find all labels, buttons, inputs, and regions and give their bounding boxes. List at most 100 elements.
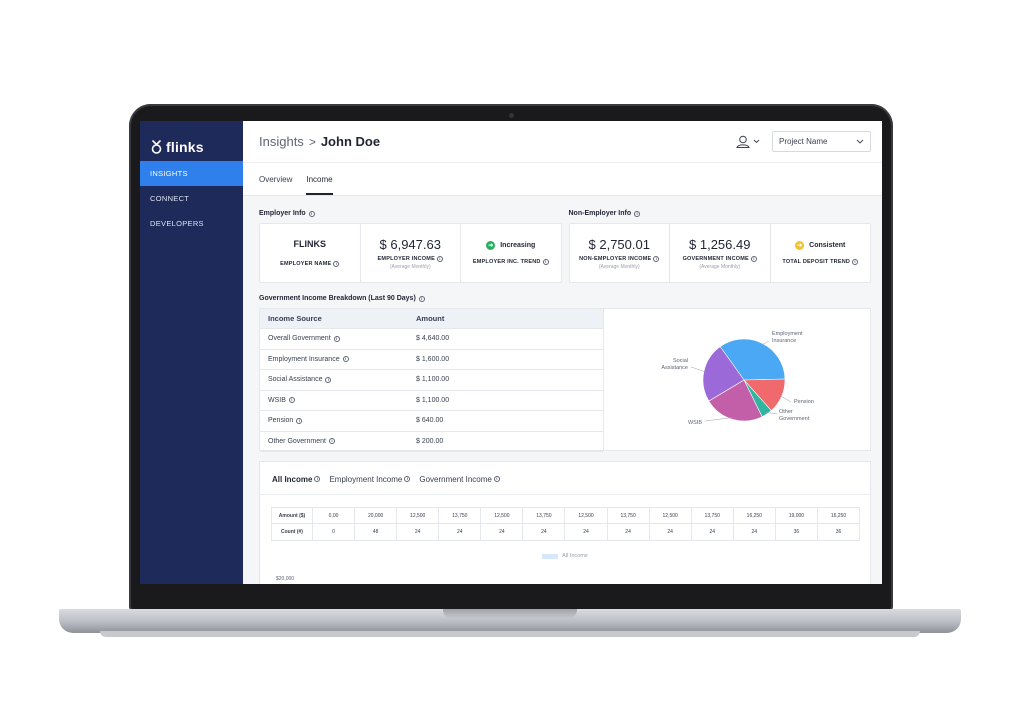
amount-row: Amount ($) 0,00 20,000 12,500 13,750 12,500 1… — [272, 508, 859, 524]
employer-trend-label: EMPLOYER INC. TREND i — [473, 259, 549, 265]
income-source-cell: Other Government i — [260, 438, 416, 445]
pie-slice[interactable] — [719, 338, 786, 381]
header-income-source[interactable]: Income Source — [268, 314, 322, 323]
pie-leader-line — [761, 340, 770, 346]
table-row: WSIB i $ 1,100.00 — [260, 391, 603, 411]
count-cell: 36 — [835, 529, 842, 535]
chart-legend[interactable]: All Income — [260, 553, 870, 559]
brand-logo[interactable]: flinks — [140, 121, 243, 161]
pie-slice[interactable] — [708, 379, 763, 422]
page-title: John Doe — [320, 134, 381, 149]
breadcrumb: Insights > John Doe — [259, 134, 380, 149]
count-cell: 48 — [355, 524, 398, 540]
info-icon[interactable]: i — [328, 438, 335, 445]
info-icon[interactable]: i — [852, 259, 859, 265]
income-source-cell: Pension i — [260, 417, 416, 424]
count-cell: 24 — [397, 524, 440, 540]
amount-cell: 12,500 — [481, 508, 524, 523]
table-row: Overall Government i $ 4,640.00 — [260, 329, 603, 350]
count-cell: 24 — [734, 524, 776, 540]
employer-income-sub: (Average Monthly) — [389, 263, 431, 270]
count-cell: 24 — [692, 524, 734, 540]
info-icon[interactable]: i — [296, 417, 303, 424]
amount-cell: $ 640.00 — [416, 417, 444, 425]
employer-name-label: EMPLOYER NAME i — [280, 261, 340, 267]
info-icon[interactable]: i — [493, 476, 500, 482]
count-cell: 0 — [313, 524, 356, 540]
tab-government-income[interactable]: Government Income i — [419, 474, 500, 484]
info-icon[interactable]: i — [325, 376, 332, 383]
info-icon[interactable]: i — [418, 295, 425, 302]
employer-name-card: FLINKS EMPLOYER NAME i — [260, 224, 361, 282]
main-content: Insights > John Doe Project Name — [243, 121, 882, 584]
non-employer-info-heading: Non-Employer Info — [568, 210, 632, 217]
amount-cell: 19,000 — [776, 508, 818, 523]
table-row: Pension i $ 640.00 — [260, 411, 603, 432]
sidebar-item-developers[interactable]: DEVELOPERS — [150, 219, 204, 228]
employer-info-heading: Employer Info — [259, 210, 306, 217]
tab-all-income[interactable]: All Income i — [272, 474, 321, 484]
project-select[interactable]: Project Name — [772, 131, 871, 152]
user-icon — [736, 135, 750, 148]
count-cell: 24 — [565, 524, 608, 540]
amount-cell: $ 1,100.00 — [416, 376, 450, 384]
non-employer-income-label: NON-EMPLOYER INCOME i — [579, 255, 660, 262]
info-icon[interactable]: i — [342, 356, 349, 363]
amount-cell: 12,500 — [650, 508, 692, 523]
amount-cell: 0,00 — [313, 508, 356, 523]
info-icon[interactable]: i — [436, 255, 443, 262]
income-source-text: WSIB — [268, 396, 286, 404]
pie-slice-label: Pension — [794, 399, 814, 405]
amount-cell: 13,750 — [439, 508, 482, 523]
pie-leader-line — [690, 366, 706, 373]
info-icon[interactable]: i — [653, 255, 660, 262]
amount-cell: $ 4,640.00 — [416, 335, 450, 343]
info-icon[interactable]: i — [634, 210, 641, 217]
info-icon[interactable]: i — [288, 397, 295, 404]
info-icon[interactable]: i — [308, 210, 315, 217]
tab-bar: Overview Income — [243, 163, 882, 196]
non-employer-income-value: $ 2,750.01 — [588, 236, 650, 252]
tab-all-income-label: All Income — [272, 474, 313, 484]
government-income-card: $ 1,256.49 GOVERNMENT INCOME i (Average M… — [670, 224, 771, 282]
info-icon[interactable]: i — [333, 335, 340, 342]
breadcrumb-root[interactable]: Insights — [259, 134, 304, 149]
government-breakdown-title: Government Income Breakdown (Last 90 Day… — [259, 295, 871, 302]
government-pie-chart: Employment Insurance Pension Other Governmen… — [604, 309, 870, 450]
employer-cards: FLINKS EMPLOYER NAME i $ 6,947.63 EMPLOYE… — [259, 223, 562, 283]
laptop-notch — [443, 609, 577, 618]
government-income-label: GOVERNMENT INCOME i — [683, 255, 757, 262]
count-row-label: Count (#) — [272, 524, 313, 540]
tab-income[interactable]: Income — [306, 175, 333, 195]
income-source-text: Overall Government — [268, 335, 331, 343]
user-menu[interactable] — [736, 135, 760, 148]
government-breakdown-panel: Income Source Amount Overall Government i… — [259, 308, 871, 452]
header-amount[interactable]: Amount — [416, 314, 445, 323]
pie-leader-line — [765, 412, 778, 415]
tab-employment-income[interactable]: Employment Income i — [329, 474, 411, 484]
non-employer-income-sub: (Average Monthly) — [598, 263, 640, 270]
pie-slice-label: Social — [673, 358, 688, 364]
flinks-logo-icon — [151, 140, 162, 154]
camera-icon — [509, 113, 514, 118]
info-icon[interactable]: i — [542, 259, 549, 265]
info-icon[interactable]: i — [314, 476, 321, 482]
employer-info: Employer Info i FLINKS EMPLOYER NAME i $ … — [259, 210, 562, 283]
amount-cell: 13,750 — [692, 508, 734, 523]
brand-name: flinks — [166, 139, 204, 155]
sidebar-item-connect[interactable]: CONNECT — [150, 194, 190, 203]
non-employer-info: Non-Employer Info i $ 2,750.01 NON-EMPLO… — [568, 210, 871, 283]
count-row: Count (#) 0 48 24 24 24 24 24 24 24 24 24 36 36 — [272, 524, 859, 540]
info-icon[interactable]: i — [333, 261, 340, 267]
table-header: Income Source Amount — [260, 309, 603, 329]
info-icon[interactable]: i — [750, 255, 757, 262]
legend-swatch — [542, 553, 559, 559]
y-axis-tick: $20,000 — [276, 576, 295, 582]
income-source-cell: WSIB i — [260, 397, 416, 404]
sidebar-item-insights[interactable]: INSIGHTS — [140, 161, 243, 186]
info-icon[interactable]: i — [404, 476, 411, 482]
table-row: Other Government i $ 200.00 — [260, 432, 603, 452]
tab-overview[interactable]: Overview — [259, 175, 293, 184]
government-income-value: $ 1,256.49 — [689, 236, 751, 252]
